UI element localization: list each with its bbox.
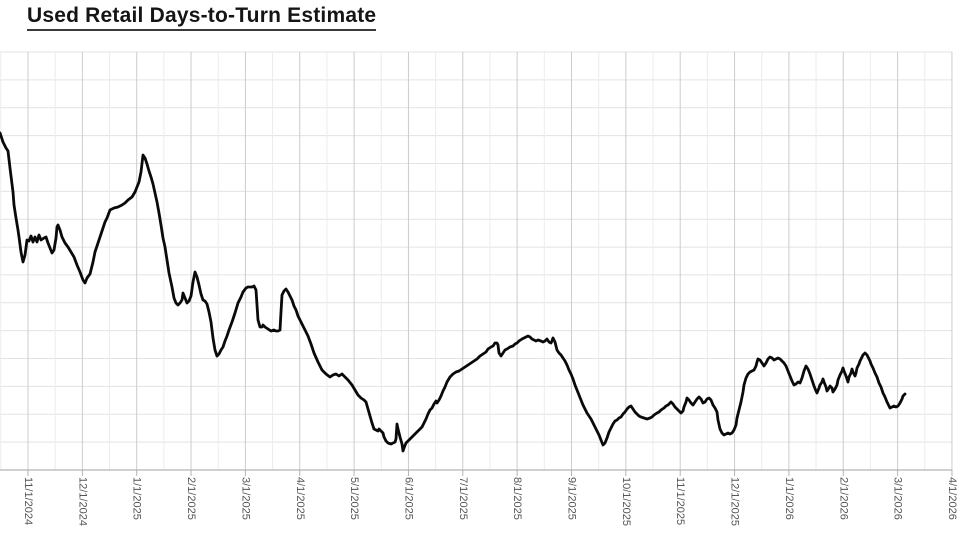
x-axis-tick-label: 2/1/2025 — [185, 477, 197, 520]
x-axis-tick-label: 12/1/2024 — [76, 477, 88, 526]
x-axis-tick-label: 3/1/2026 — [892, 477, 904, 520]
x-axis-tick-label: 4/1/2026 — [946, 477, 958, 520]
x-axis-tick-label: 1/1/2026 — [783, 477, 795, 520]
x-axis-tick-label: 12/1/2025 — [729, 477, 741, 526]
x-axis-tick-label: 8/1/2025 — [511, 477, 523, 520]
x-axis-tick-label: 11/1/2024 — [22, 477, 34, 525]
x-axis-tick-label: 7/1/2025 — [457, 477, 469, 520]
chart-title: Used Retail Days-to-Turn Estimate — [27, 4, 377, 31]
x-axis-tick-label: 5/1/2025 — [348, 477, 360, 520]
x-axis-tick-label: 10/1/2025 — [620, 477, 632, 526]
x-axis-tick-label: 11/1/2025 — [674, 477, 686, 525]
x-axis-tick-label: 4/1/2025 — [294, 477, 306, 520]
x-axis-tick-label: 3/1/2025 — [239, 477, 251, 520]
x-axis-tick-label: 2/1/2026 — [837, 477, 849, 520]
chart-title-text: Used Retail Days-to-Turn Estimate — [27, 4, 377, 31]
x-axis-tick-label: 6/1/2025 — [402, 477, 414, 520]
x-axis-tick-label: 1/1/2025 — [131, 477, 143, 520]
data-series-line — [0, 131, 907, 453]
x-axis-tick-label: 9/1/2025 — [566, 477, 578, 520]
